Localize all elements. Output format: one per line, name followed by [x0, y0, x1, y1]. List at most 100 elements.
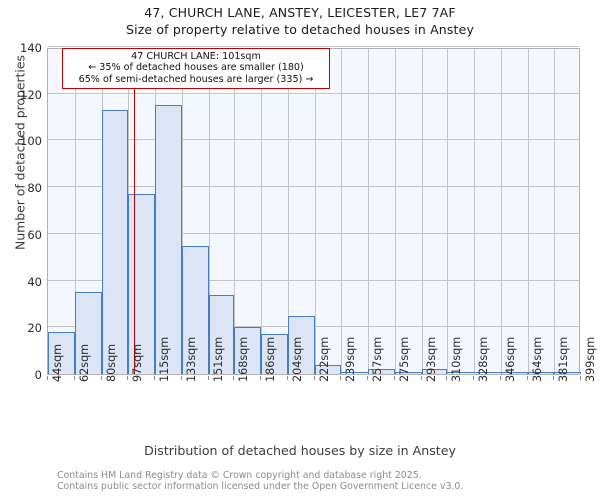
footer-line-2: Contains public sector information licen…: [57, 481, 464, 493]
x-tick-label: 328sqm: [477, 336, 491, 382]
x-tick-label: 222sqm: [318, 336, 332, 382]
histogram-bar: [553, 371, 581, 374]
annotation-property-size: 47 CHURCH LANE: 101sqm: [131, 51, 261, 62]
page-title: 47, CHURCH LANE, ANSTEY, LEICESTER, LE7 …: [144, 5, 456, 20]
x-tick-label: 62sqm: [78, 343, 92, 382]
histogram-bar: [75, 292, 103, 374]
x-tick-label: 381sqm: [556, 336, 570, 382]
x-tick-mark: [101, 376, 103, 380]
x-tick-mark: [446, 376, 448, 380]
histogram-bar: [528, 371, 554, 374]
gridline-vertical: [447, 49, 449, 374]
histogram-bar: [421, 369, 448, 374]
histogram-bar: [340, 372, 368, 374]
histogram-bar: [208, 294, 235, 374]
x-tick-mark: [207, 376, 209, 380]
y-tick-label: 140: [20, 41, 42, 55]
property-marker-line: [133, 49, 136, 374]
x-tick-mark: [420, 376, 422, 380]
x-tick-label: 346sqm: [504, 336, 518, 382]
x-tick-mark: [339, 376, 341, 380]
x-axis-label: Distribution of detached houses by size …: [144, 443, 456, 458]
x-tick-label: 257sqm: [370, 336, 384, 382]
gridline-vertical: [340, 49, 342, 374]
histogram-bar: [367, 369, 395, 374]
x-tick-mark: [527, 376, 529, 380]
y-tick-label: 120: [20, 87, 42, 102]
x-tick-mark: [180, 376, 182, 380]
annotation-larger-stat: 65% of semi-detached houses are larger (…: [78, 73, 314, 85]
footer-line-1: Contains HM Land Registry data © Crown c…: [57, 470, 422, 481]
gridline-vertical: [288, 49, 290, 374]
gridline-horizontal: [48, 92, 579, 94]
gridline-vertical: [181, 49, 183, 374]
x-tick-mark: [366, 376, 368, 380]
x-tick-label: 239sqm: [343, 336, 357, 382]
x-tick-mark: [287, 376, 289, 380]
x-tick-label: 44sqm: [51, 343, 64, 382]
histogram-bar: [447, 372, 475, 374]
gridline-horizontal: [48, 46, 579, 47]
gridline-vertical: [528, 49, 530, 374]
chart-subtitle: Size of property relative to detached ho…: [126, 22, 474, 37]
gridline-vertical: [367, 49, 369, 374]
gridline-vertical: [208, 49, 210, 374]
x-tick-label: 151sqm: [211, 336, 225, 382]
gridline-horizontal: [48, 232, 579, 234]
x-tick-mark: [473, 376, 475, 380]
x-tick-label: 310sqm: [450, 336, 464, 382]
x-tick-mark: [500, 376, 502, 380]
histogram-bar: [261, 334, 289, 374]
plot-area: [47, 46, 581, 375]
x-tick-label: 399sqm: [584, 336, 597, 382]
gridline-vertical: [234, 49, 236, 374]
histogram-bar: [127, 194, 155, 374]
x-tick-label: 115sqm: [157, 336, 171, 382]
histogram-bar: [181, 245, 209, 374]
x-tick-label: 80sqm: [105, 343, 119, 382]
gridline-vertical: [474, 49, 476, 374]
x-tick-label: 168sqm: [237, 336, 251, 382]
y-tick-label: 60: [27, 227, 42, 242]
gridline-horizontal: [48, 186, 579, 188]
gridline-vertical: [315, 49, 317, 374]
x-tick-label: 133sqm: [184, 336, 198, 382]
gridline-vertical: [553, 49, 555, 374]
x-tick-label: 293sqm: [424, 336, 438, 382]
attribution-footer: Contains HM Land Registry data © Crown c…: [57, 470, 577, 493]
x-tick-mark: [126, 376, 128, 380]
histogram-bar: [234, 327, 262, 374]
x-tick-mark: [314, 376, 316, 380]
gridline-vertical: [421, 49, 423, 374]
chart-title-block: 47, CHURCH LANE, ANSTEY, LEICESTER, LE7 …: [0, 4, 600, 38]
x-tick-label: 204sqm: [291, 336, 305, 382]
gridline-vertical: [75, 49, 77, 374]
histogram-bar: [102, 110, 128, 374]
histogram-bar: [474, 372, 502, 374]
x-tick-label: 97sqm: [130, 343, 144, 382]
x-tick-mark: [233, 376, 235, 380]
histogram-bar: [154, 105, 182, 374]
y-tick-label: 20: [27, 321, 42, 336]
x-tick-mark: [393, 376, 395, 380]
x-tick-label: 275sqm: [397, 336, 411, 382]
gridline-horizontal: [48, 139, 579, 141]
annotation-smaller-stat: ← 35% of detached houses are smaller (18…: [88, 62, 304, 74]
x-tick-mark: [552, 376, 554, 380]
x-tick-label: 186sqm: [264, 336, 278, 382]
x-tick-label: 364sqm: [531, 336, 545, 382]
property-annotation-box: 47 CHURCH LANE: 101sqm ← 35% of detached…: [62, 48, 330, 90]
x-tick-mark: [260, 376, 262, 380]
gridline-horizontal: [48, 279, 579, 281]
histogram-bar: [288, 315, 316, 374]
x-tick-mark: [153, 376, 155, 380]
y-tick-label: 80: [27, 181, 42, 196]
histogram-bar: [501, 371, 529, 374]
histogram-bar: [394, 371, 422, 374]
x-tick-mark: [47, 376, 48, 380]
histogram-bar: [48, 331, 76, 374]
histogram-bar: [315, 364, 341, 374]
x-tick-mark: [580, 376, 581, 380]
y-tick-label: 100: [20, 134, 42, 149]
